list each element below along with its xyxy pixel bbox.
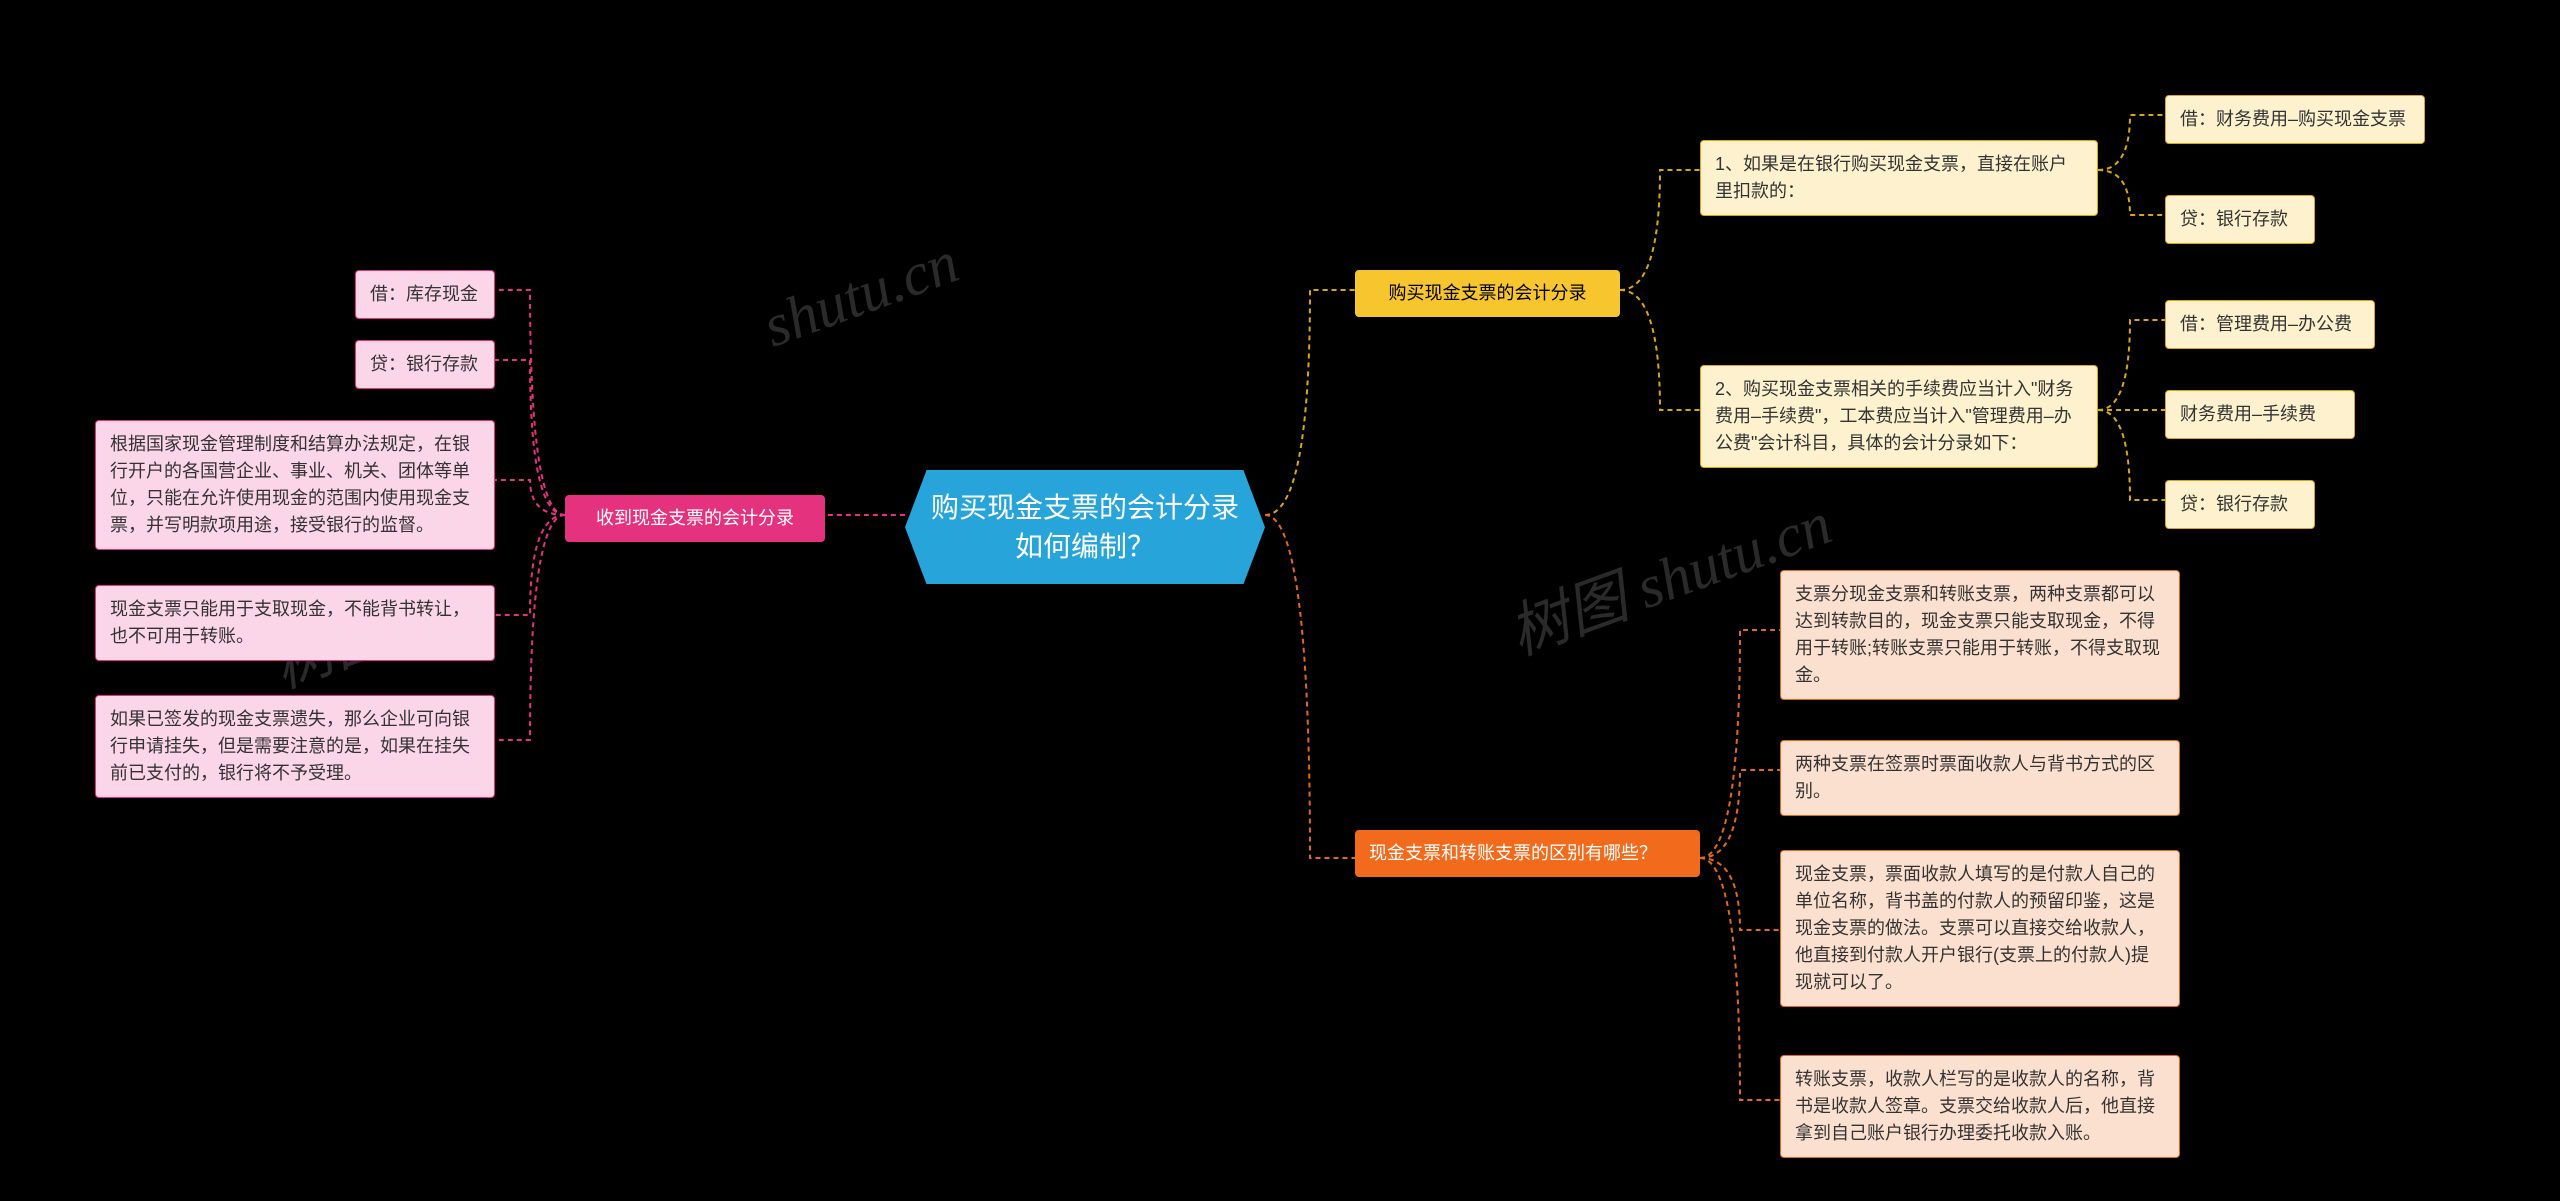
leaf-left-3: 现金支票只能用于支取现金，不能背书转让，也不可用于转账。 [95, 585, 495, 661]
root-node: 购买现金支票的会计分录如何编制？ [905, 470, 1265, 584]
leaf-yellow-1-2: 贷：银行存款 [2165, 480, 2315, 529]
leaf-yellow-0-0: 借：财务费用–购买现金支票 [2165, 95, 2425, 144]
leaf-yellow-1-0: 借：管理费用–办公费 [2165, 300, 2375, 349]
branch-right-top: 购买现金支票的会计分录 [1355, 270, 1620, 317]
leaf-orange-3: 转账支票，收款人栏写的是收款人的名称，背书是收款人签章。支票交给收款人后，他直接… [1780, 1055, 2180, 1158]
watermark: shutu.cn [754, 228, 967, 362]
leaf-yellow-0-1: 贷：银行存款 [2165, 195, 2315, 244]
branch-left: 收到现金支票的会计分录 [565, 495, 825, 542]
leaf-yellow-1-1: 财务费用–手续费 [2165, 390, 2355, 439]
branch-right-bottom: 现金支票和转账支票的区别有哪些？ [1355, 830, 1700, 877]
leaf-orange-1: 两种支票在签票时票面收款人与背书方式的区别。 [1780, 740, 2180, 816]
leaf-left-4: 如果已签发的现金支票遗失，那么企业可向银行申请挂失，但是需要注意的是，如果在挂失… [95, 695, 495, 798]
leaf-left-1: 贷：银行存款 [355, 340, 495, 389]
leaf-orange-2: 现金支票，票面收款人填写的是付款人自己的单位名称，背书盖的付款人的预留印鉴，这是… [1780, 850, 2180, 1007]
sub-yellow-0: 1、如果是在银行购买现金支票，直接在账户里扣款的： [1700, 140, 2098, 216]
leaf-left-2: 根据国家现金管理制度和结算办法规定，在银行开户的各国营企业、事业、机关、团体等单… [95, 420, 495, 550]
leaf-left-0: 借：库存现金 [355, 270, 495, 319]
sub-yellow-1: 2、购买现金支票相关的手续费应当计入"财务费用–手续费"，工本费应当计入"管理费… [1700, 365, 2098, 468]
leaf-orange-0: 支票分现金支票和转账支票，两种支票都可以达到转款目的，现金支票只能支取现金，不得… [1780, 570, 2180, 700]
